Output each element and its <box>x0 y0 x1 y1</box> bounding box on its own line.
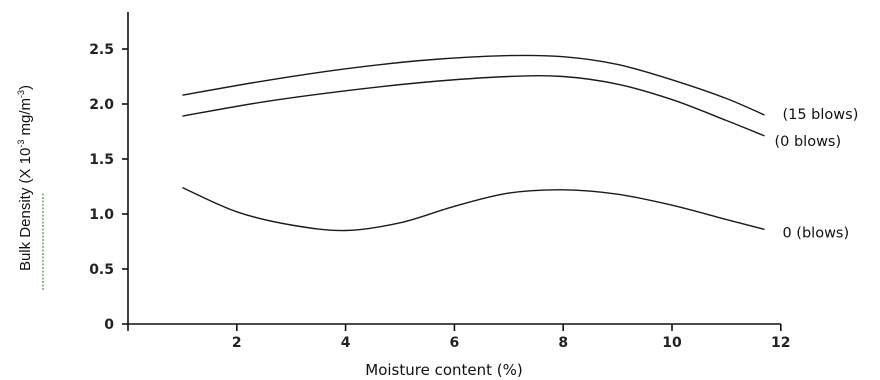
x-tick-label: 2 <box>232 335 242 351</box>
y-tick-label: 1.5 <box>89 152 114 168</box>
x-axis-label: Moisture content (%) <box>365 361 522 379</box>
y-axis-label-main: Bulk Density (X 10 <box>17 148 34 271</box>
series-group <box>182 54 765 232</box>
series-line-1 <box>182 54 765 116</box>
y-tick-label: 2.5 <box>89 42 114 58</box>
series-label-2: (0 blows) <box>774 134 841 150</box>
y-ticks: 0 0.5 1.0 1.5 2.0 2.5 <box>89 42 128 333</box>
x-ticks: 2 4 6 8 10 12 <box>127 324 791 351</box>
x-tick-label: 6 <box>450 335 460 351</box>
x-tick-label: 10 <box>662 335 682 351</box>
x-tick-label: 8 <box>558 335 568 351</box>
y-tick-label: 0.5 <box>89 262 114 278</box>
y-tick-label: 0 <box>104 317 114 333</box>
y-axis-label-sup2: -3 <box>16 90 26 98</box>
series-label-1: (15 blows) <box>782 107 858 123</box>
y-axis-label-sup1: -3 <box>16 140 26 148</box>
y-axis-label: Bulk Density (X 10-3 mg/m-3) <box>16 85 34 271</box>
x-tick-label: 12 <box>771 335 790 351</box>
y-axis-label-mid: mg/m <box>17 98 34 140</box>
series-line-2 <box>182 74 765 137</box>
y-tick-label: 1.0 <box>89 207 114 223</box>
y-axis-label-end: ) <box>17 85 34 90</box>
axes <box>127 12 781 325</box>
y-tick-label: 2.0 <box>89 97 114 113</box>
series-line-3 <box>182 186 765 232</box>
series-label-3: 0 (blows) <box>782 225 849 241</box>
x-tick-label: 4 <box>341 335 351 351</box>
series-labels: (15 blows) (0 blows) 0 (blows) <box>774 107 858 241</box>
